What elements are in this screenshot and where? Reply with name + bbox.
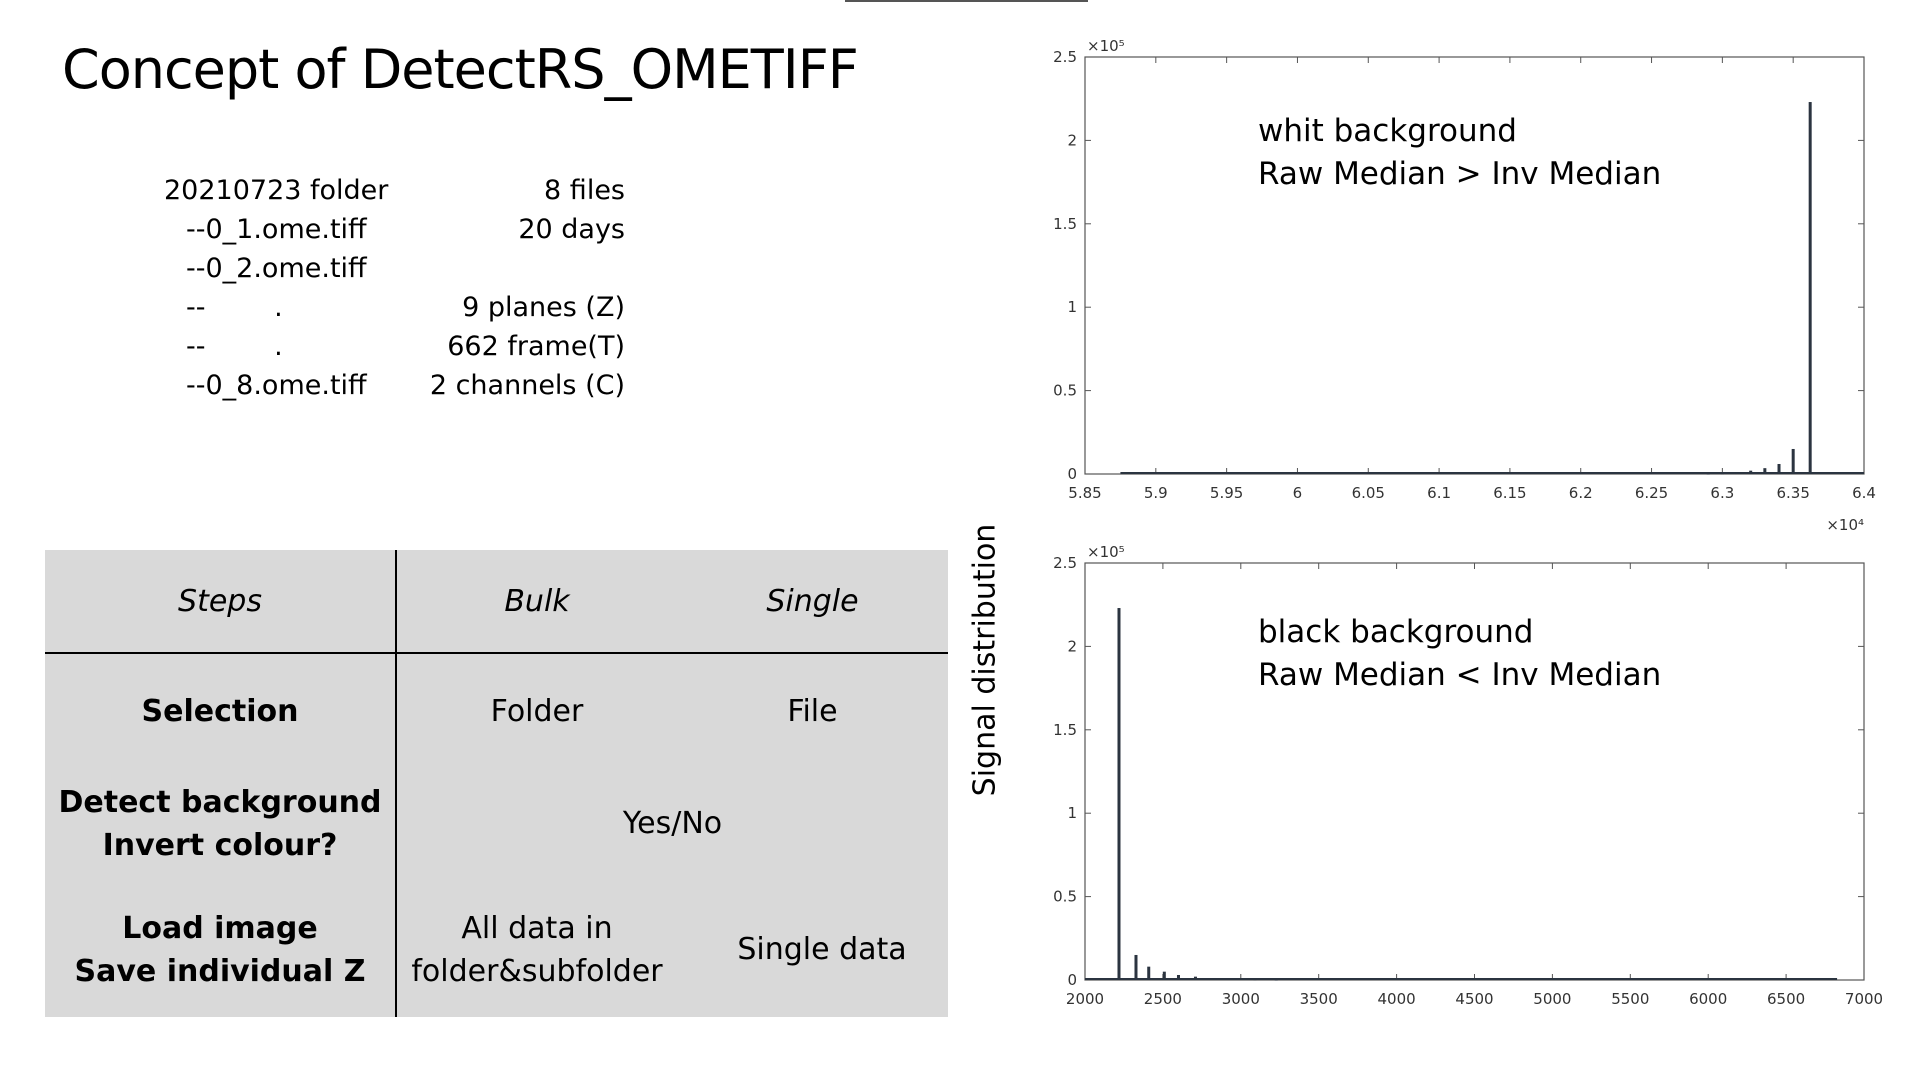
- bottom-x-tick-label: 4000: [1378, 990, 1416, 1008]
- bottom-histogram-bar: [1213, 977, 1217, 980]
- top-x-tick-label: 6: [1293, 484, 1303, 502]
- file-info-left-4: -- .: [186, 331, 283, 362]
- bottom-x-tick-label: 3000: [1222, 990, 1260, 1008]
- page-title: Concept of DetectRS_OMETIFF: [62, 38, 859, 101]
- top-x-tick-label: 5.95: [1210, 484, 1243, 502]
- row-load-label-2: Save individual Z: [74, 954, 366, 989]
- top-histogram-bar: [1763, 468, 1767, 474]
- top-annotation-line2: Raw Median > Inv Median: [1258, 156, 1662, 192]
- row-load-single: Single data: [737, 932, 907, 967]
- bottom-y-tick-label: 1: [1067, 804, 1077, 822]
- bottom-y-tick-label: 0: [1067, 971, 1077, 989]
- top-histogram-bar: [1720, 473, 1724, 475]
- top-y-multiplier: ×10⁵: [1087, 37, 1125, 55]
- top-divider: [845, 0, 1088, 2]
- table-header-divider: [45, 652, 948, 654]
- bottom-x-tick-label: 5500: [1611, 990, 1649, 1008]
- table-vertical-divider: [395, 550, 397, 1017]
- bottom-histogram-bar: [1253, 979, 1257, 981]
- bottom-x-tick-label: 5000: [1533, 990, 1571, 1008]
- bottom-histogram-bar: [1162, 971, 1166, 980]
- bottom-histogram-bar: [1176, 974, 1180, 980]
- bottom-y-tick-label: 1.5: [1053, 721, 1077, 739]
- bottom-x-tick-label: 6000: [1689, 990, 1727, 1008]
- top-x-tick-label: 5.85: [1068, 484, 1101, 502]
- top-histogram-bar: [1706, 473, 1710, 475]
- bottom-x-tick-label: 6500: [1767, 990, 1805, 1008]
- bottom-histogram-bar: [1117, 608, 1121, 980]
- header-single: Single: [766, 584, 859, 619]
- row-detect-label-2: Invert colour?: [102, 828, 338, 863]
- top-x-tick-label: 6.35: [1776, 484, 1809, 502]
- file-info-left-3: -- .: [186, 292, 283, 323]
- bottom-y-tick-label: 2: [1067, 637, 1077, 655]
- file-info-right-0: 8 files: [544, 175, 625, 206]
- bottom-y-tick-label: 2.5: [1053, 554, 1077, 572]
- bottom-histogram-bar: [1147, 966, 1151, 980]
- top-x-tick-label: 5.9: [1144, 484, 1168, 502]
- steps-table: Steps Bulk Single Selection Folder File …: [45, 550, 948, 1017]
- header-bulk: Bulk: [504, 584, 570, 619]
- row-load-bulk-1: All data in: [461, 911, 613, 946]
- bottom-x-tick-label: 4500: [1455, 990, 1493, 1008]
- bottom-annotation-line1: black background: [1258, 614, 1534, 650]
- bottom-x-tick-label: 7000: [1845, 990, 1883, 1008]
- top-y-tick-label: 2.5: [1053, 48, 1077, 66]
- top-x-tick-label: 6.3: [1710, 484, 1734, 502]
- file-info-left-2: --0_2.ome.tiff: [186, 253, 367, 284]
- top-y-tick-label: 1: [1067, 298, 1077, 316]
- top-x-multiplier: ×10⁴: [1826, 516, 1864, 534]
- top-y-tick-label: 1.5: [1053, 215, 1077, 233]
- bottom-x-tick-label: 2500: [1144, 990, 1182, 1008]
- bottom-histogram-bar: [1193, 976, 1197, 980]
- row-load-bulk-2: folder&subfolder: [411, 954, 663, 989]
- row-selection-bulk: Folder: [490, 694, 584, 729]
- top-y-tick-label: 2: [1067, 131, 1077, 149]
- bottom-x-tick-label: 2000: [1066, 990, 1104, 1008]
- file-info-right-5: 2 channels (C): [429, 370, 625, 401]
- file-info-left-5: --0_8.ome.tiff: [186, 370, 367, 401]
- bottom-histogram-bar: [1233, 978, 1237, 980]
- row-load-label-1: Load image: [122, 911, 318, 946]
- file-info-right-3: 9 planes (Z): [462, 292, 625, 323]
- row-selection-label: Selection: [141, 694, 299, 729]
- file-info-right-4: 662 frame(T): [447, 331, 625, 362]
- top-annotation-line1: whit background: [1258, 113, 1517, 149]
- file-info-right-1: 20 days: [518, 214, 625, 245]
- top-histogram-bar: [1777, 463, 1781, 474]
- top-histogram-bar: [1749, 470, 1753, 474]
- file-info-left-1: --0_1.ome.tiff: [186, 214, 367, 245]
- bottom-y-multiplier: ×10⁵: [1087, 543, 1125, 561]
- top-x-tick-label: 6.05: [1352, 484, 1385, 502]
- top-y-tick-label: 0.5: [1053, 382, 1077, 400]
- top-x-tick-label: 6.1: [1427, 484, 1451, 502]
- row-detect-value: Yes/No: [622, 806, 723, 841]
- bottom-histogram-bar: [1274, 979, 1278, 981]
- top-x-tick-label: 6.15: [1493, 484, 1526, 502]
- bottom-y-tick-label: 0.5: [1053, 888, 1077, 906]
- top-x-tick-label: 6.2: [1569, 484, 1593, 502]
- top-x-tick-label: 6.4: [1852, 484, 1876, 502]
- top-y-tick-label: 0: [1067, 465, 1077, 483]
- file-info-left-0: 20210723 folder: [164, 175, 389, 206]
- bottom-histogram-bar: [1134, 954, 1138, 980]
- header-steps: Steps: [178, 584, 262, 619]
- top-histogram-bar: [1808, 102, 1812, 474]
- bottom-x-tick-label: 3500: [1300, 990, 1338, 1008]
- bottom-annotation-line2: Raw Median < Inv Median: [1258, 657, 1662, 693]
- top-histogram-bar: [1791, 448, 1795, 474]
- top-histogram-bar: [1735, 472, 1739, 474]
- row-selection-single: File: [787, 694, 838, 729]
- row-detect-label-1: Detect background: [58, 785, 382, 820]
- top-x-tick-label: 6.25: [1635, 484, 1668, 502]
